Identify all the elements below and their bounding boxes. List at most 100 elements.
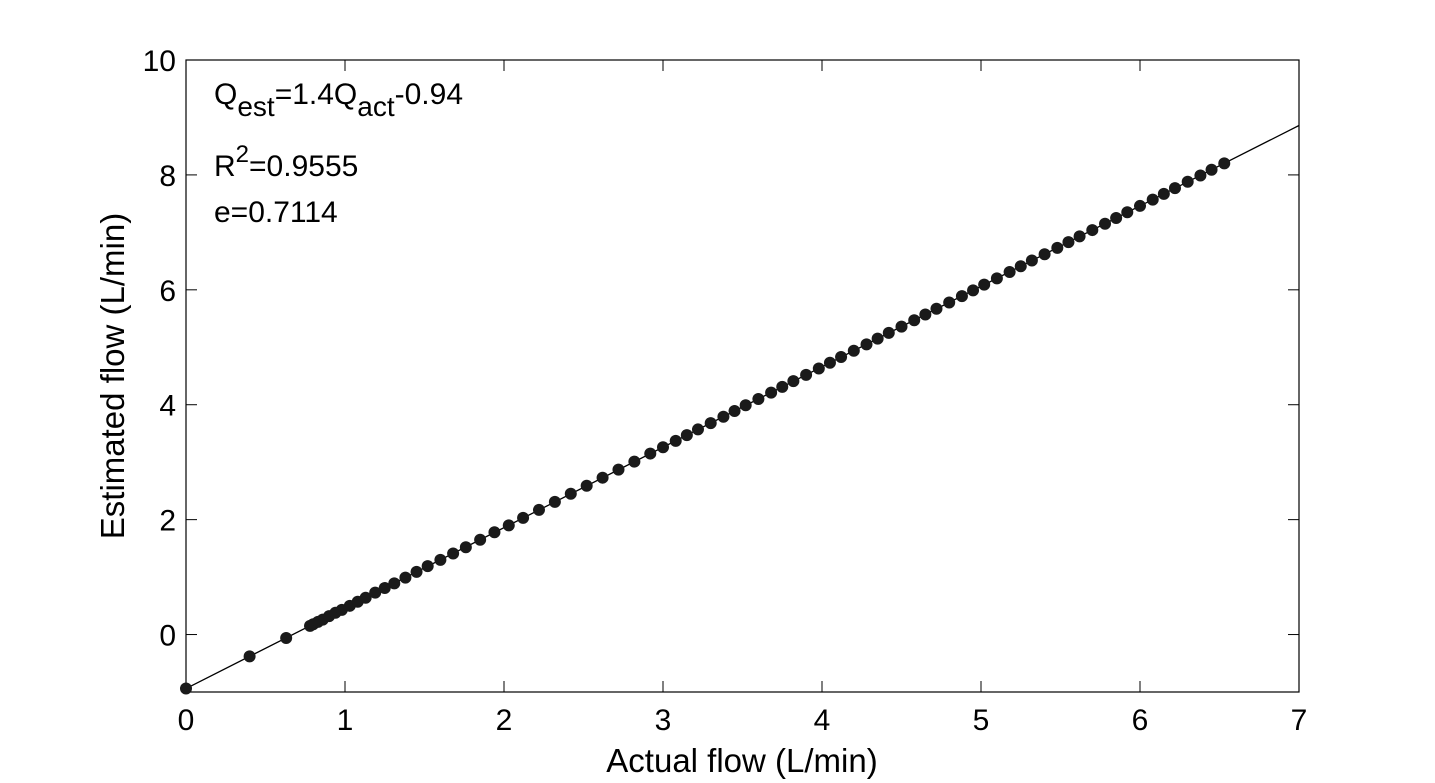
annotation-part: =1.4Q — [275, 78, 358, 111]
data-point — [990, 272, 1003, 285]
data-point — [823, 356, 836, 369]
data-point — [548, 495, 561, 508]
data-point — [930, 302, 943, 315]
data-point — [564, 487, 577, 500]
data-point — [669, 434, 682, 447]
data-point — [388, 577, 401, 590]
data-point — [243, 650, 256, 663]
data-point — [1099, 217, 1112, 230]
data-point — [1110, 212, 1123, 224]
data-point — [1146, 193, 1159, 206]
data-point — [410, 565, 423, 578]
data-point — [835, 351, 848, 364]
data-point — [967, 284, 980, 297]
data-point — [1003, 266, 1016, 279]
annotation: Qest=1.4Qact-0.94 — [214, 78, 463, 122]
data-point — [776, 380, 789, 393]
data-point — [919, 308, 932, 321]
data-point — [680, 429, 693, 442]
data-point — [847, 344, 860, 357]
x-tick-label: 6 — [1132, 704, 1149, 737]
data-point — [421, 560, 434, 573]
data-point — [955, 290, 968, 303]
data-point — [369, 586, 382, 599]
data-point — [1062, 236, 1075, 249]
data-point — [1051, 241, 1064, 254]
annotation: e=0.7114 — [214, 196, 338, 229]
data-point — [882, 326, 895, 339]
data-point — [704, 417, 717, 430]
data-point — [580, 479, 593, 492]
x-tick-label: 4 — [814, 704, 831, 737]
data-point — [800, 368, 813, 381]
y-tick-label: 6 — [159, 275, 176, 308]
data-point — [739, 399, 752, 412]
data-point — [517, 511, 530, 524]
data-point — [399, 571, 412, 584]
data-point — [474, 533, 487, 546]
data-point — [1121, 206, 1134, 219]
data-point — [1181, 175, 1194, 188]
annotation-part: act — [357, 91, 395, 122]
annotation: R2=0.9555 — [214, 141, 358, 183]
data-point — [657, 441, 669, 454]
data-point — [1086, 224, 1099, 237]
annotation-part: =0.9555 — [249, 150, 358, 183]
data-point — [628, 455, 641, 468]
data-point — [812, 362, 825, 375]
data-point — [447, 547, 460, 560]
data-point — [1038, 248, 1051, 261]
data-point — [434, 553, 447, 566]
y-tick-label: 8 — [159, 160, 176, 193]
x-tick-label: 5 — [973, 704, 990, 737]
data-point — [532, 503, 545, 516]
data-point — [502, 519, 515, 532]
data-point — [644, 447, 657, 460]
x-axis-label: Actual flow (L/min) — [606, 742, 877, 779]
annotation-part: e=0.7114 — [214, 196, 338, 229]
data-point — [765, 386, 778, 399]
data-point — [1205, 163, 1218, 176]
data-point — [1014, 260, 1027, 273]
data-point — [943, 296, 956, 309]
data-point — [728, 405, 741, 418]
data-point — [1157, 187, 1170, 200]
data-point — [752, 392, 765, 405]
y-tick-label: 0 — [159, 620, 176, 653]
data-point — [488, 526, 501, 539]
data-point — [691, 423, 704, 436]
y-tick-label: 2 — [159, 505, 176, 538]
annotation-part: Q — [214, 78, 237, 111]
data-point — [717, 410, 730, 423]
data-point — [459, 541, 472, 554]
annotation-part: 2 — [236, 141, 249, 168]
data-point — [895, 320, 908, 333]
data-point — [596, 471, 609, 484]
x-tick-label: 2 — [496, 704, 513, 737]
data-point — [860, 338, 873, 351]
data-point — [908, 314, 921, 327]
data-point — [871, 332, 884, 345]
annotation-part: -0.94 — [395, 78, 463, 111]
data-point — [978, 278, 991, 291]
data-point — [787, 375, 800, 388]
data-point — [280, 631, 293, 644]
x-tick-label: 1 — [337, 704, 354, 737]
data-point — [1134, 199, 1146, 212]
data-point — [1073, 230, 1086, 243]
x-tick-label: 7 — [1291, 704, 1308, 737]
data-point — [378, 582, 391, 595]
plot-box — [185, 59, 1300, 693]
data-point — [1168, 182, 1181, 195]
x-tick-label: 3 — [655, 704, 672, 737]
x-tick-label: 0 — [178, 704, 195, 737]
data-point — [359, 591, 372, 604]
data-point — [1218, 157, 1231, 170]
annotation-part: est — [237, 91, 275, 122]
y-tick-label: 10 — [143, 45, 176, 78]
y-tick-label: 4 — [159, 390, 176, 423]
y-axis-label: Estimated flow (L/min) — [94, 213, 131, 539]
data-point — [1194, 169, 1207, 182]
data-point — [612, 463, 625, 476]
